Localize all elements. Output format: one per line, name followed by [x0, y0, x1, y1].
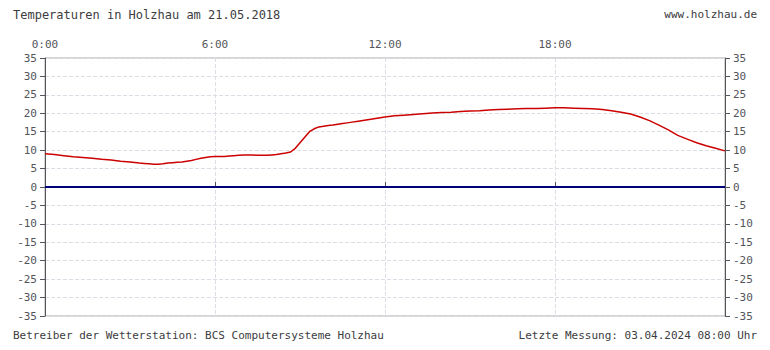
svg-text:5: 5 — [30, 162, 37, 175]
svg-text:-30: -30 — [17, 291, 37, 304]
svg-text:-15: -15 — [733, 236, 753, 249]
svg-text:-10: -10 — [17, 217, 37, 230]
svg-text:-20: -20 — [733, 254, 753, 267]
svg-text:30: 30 — [733, 70, 746, 83]
svg-text:12:00: 12:00 — [368, 38, 401, 51]
svg-text:-25: -25 — [17, 273, 37, 286]
svg-text:www.holzhau.de: www.holzhau.de — [664, 8, 757, 21]
svg-text:0:00: 0:00 — [32, 38, 59, 51]
svg-text:25: 25 — [24, 88, 37, 101]
svg-text:0: 0 — [733, 181, 740, 194]
svg-text:5: 5 — [733, 162, 740, 175]
svg-text:10: 10 — [24, 144, 37, 157]
svg-text:-30: -30 — [733, 291, 753, 304]
svg-text:0: 0 — [30, 181, 37, 194]
svg-text:-35: -35 — [733, 310, 753, 323]
svg-text:-5: -5 — [24, 199, 37, 212]
svg-text:-10: -10 — [733, 217, 753, 230]
svg-text:-35: -35 — [17, 310, 37, 323]
svg-text:35: 35 — [24, 52, 37, 65]
svg-text:15: 15 — [733, 125, 746, 138]
svg-text:18:00: 18:00 — [538, 38, 571, 51]
svg-text:20: 20 — [24, 107, 37, 120]
svg-text:Letzte Messung: 03.04.2024 08:: Letzte Messung: 03.04.2024 08:00 Uhr — [519, 329, 758, 342]
svg-text:35: 35 — [733, 52, 746, 65]
svg-text:-25: -25 — [733, 273, 753, 286]
svg-text:Betreiber der Wetterstation: B: Betreiber der Wetterstation: BCS Compute… — [13, 329, 384, 342]
svg-text:30: 30 — [24, 70, 37, 83]
svg-text:15: 15 — [24, 125, 37, 138]
svg-text:-15: -15 — [17, 236, 37, 249]
svg-text:20: 20 — [733, 107, 746, 120]
svg-text:25: 25 — [733, 88, 746, 101]
svg-text:10: 10 — [733, 144, 746, 157]
svg-text:-5: -5 — [733, 199, 746, 212]
svg-text:-20: -20 — [17, 254, 37, 267]
svg-text:Temperaturen in Holzhau am 21.: Temperaturen in Holzhau am 21.05.2018 — [13, 8, 280, 22]
svg-text:6:00: 6:00 — [202, 38, 229, 51]
